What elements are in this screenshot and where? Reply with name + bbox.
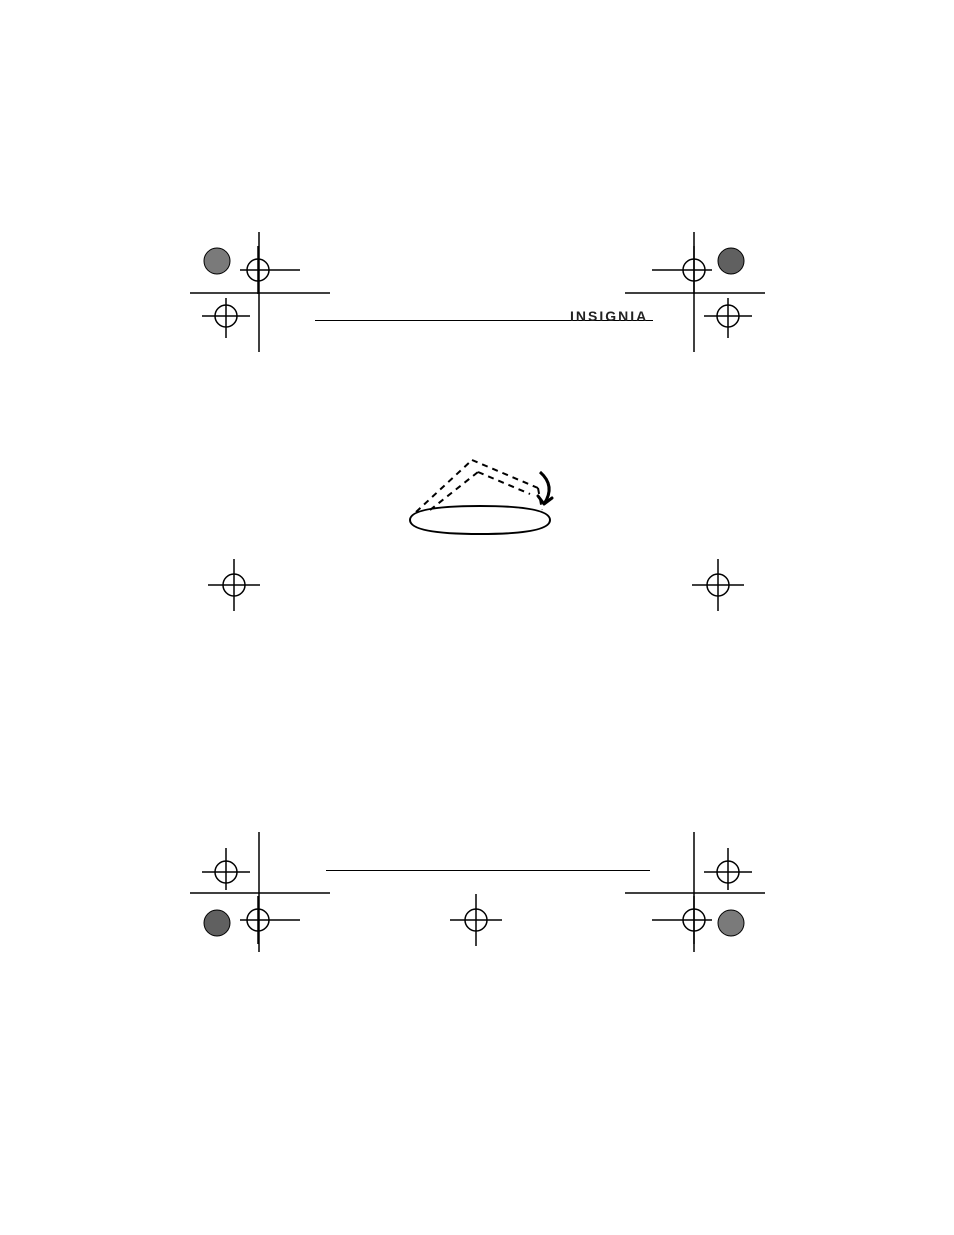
reg-target-top-left-upper	[240, 240, 300, 300]
footer-rule	[326, 870, 650, 871]
reg-target-bottom-left-lower	[240, 890, 300, 950]
reg-target-top-right-lower	[698, 298, 758, 358]
reg-target-bottom-left-upper	[196, 830, 256, 890]
reg-disk-bottom-left	[202, 908, 232, 938]
reg-disk-top-left	[202, 246, 232, 276]
reg-target-bottom-center	[446, 890, 506, 950]
reg-target-top-right-upper	[652, 240, 712, 300]
reg-guide-tr-horiz	[625, 292, 765, 294]
page: INSIGNIA	[0, 0, 954, 1235]
reg-disk-bottom-right	[716, 908, 746, 938]
reg-guide-tl-horiz	[190, 292, 330, 294]
reg-target-mid-right	[688, 555, 748, 615]
reg-target-mid-left	[204, 555, 264, 615]
lid-open-figure	[390, 432, 570, 542]
reg-target-bottom-right-lower	[652, 890, 712, 950]
brand-logo: INSIGNIA	[570, 308, 648, 324]
reg-target-top-left-lower	[196, 298, 256, 358]
reg-disk-top-right	[716, 246, 746, 276]
brand-name: INSIGNIA	[570, 308, 648, 324]
reg-target-bottom-right-upper	[698, 830, 758, 890]
